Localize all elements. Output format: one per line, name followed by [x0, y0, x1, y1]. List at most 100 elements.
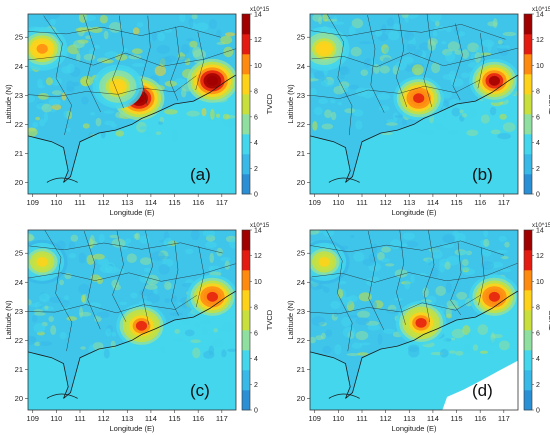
y-tick-label: 21: [297, 149, 305, 158]
texture-cell: [160, 345, 166, 354]
texture-cell: [445, 307, 452, 318]
texture-cell: [333, 85, 345, 95]
texture-cell: [186, 110, 200, 117]
texture-cell: [105, 328, 112, 337]
texture-cell: [375, 29, 383, 37]
texture-cell: [461, 49, 470, 59]
texture-cell: [342, 326, 356, 338]
texture-cell: [185, 248, 194, 255]
colorbar-segment: [242, 114, 250, 135]
x-tick-label: 117: [216, 198, 228, 207]
texture-cell: [371, 300, 377, 310]
x-tick-label: 110: [332, 414, 344, 423]
y-tick-label: 21: [15, 149, 23, 158]
texture-cell: [483, 230, 489, 238]
chart-panel-a: 109 110 111 112 113 114 115 116 117202122232425L…: [4, 7, 274, 217]
x-tick-label: 109: [308, 414, 321, 423]
y-tick-label: 20: [297, 178, 305, 187]
colorbar-tick-label: 4: [254, 356, 258, 363]
texture-cell: [480, 114, 490, 124]
texture-cell: [48, 316, 54, 322]
texture-cell: [315, 335, 324, 341]
texture-cell: [456, 250, 470, 255]
colorbar-segment: [524, 74, 532, 95]
colorbar-tick-label: 6: [254, 330, 258, 337]
colorbar-tick-label: 14: [254, 12, 262, 19]
texture-cell: [213, 328, 218, 333]
y-tick-label: 25: [15, 33, 23, 42]
texture-cell: [442, 233, 456, 244]
texture-cell: [68, 252, 77, 259]
hotspot-ring: [318, 257, 330, 267]
x-axis-label: Longitude (E): [391, 208, 437, 217]
x-tick-label: 109: [308, 198, 321, 207]
plot-area: [310, 230, 518, 410]
texture-cell: [174, 329, 180, 334]
texture-cell: [385, 263, 395, 267]
texture-cell: [171, 338, 184, 342]
y-tick-label: 24: [297, 278, 305, 287]
admin-boundary: [452, 23, 463, 101]
texture-cell: [99, 264, 113, 274]
colorbar-segment: [524, 34, 532, 55]
texture-cell: [386, 17, 394, 27]
texture-cell: [164, 109, 178, 115]
texture-cell: [445, 26, 452, 33]
texture-cell: [499, 113, 507, 120]
texture-cell: [70, 234, 79, 242]
texture-cell: [313, 106, 323, 116]
texture-cell: [79, 307, 84, 318]
texture-cell: [202, 230, 216, 238]
texture-cell: [125, 238, 132, 244]
texture-cell: [456, 291, 468, 300]
texture-cell: [39, 341, 52, 346]
texture-cell: [501, 256, 509, 260]
texture-cell: [164, 281, 172, 291]
texture-cell: [35, 116, 41, 121]
texture-cell: [318, 98, 329, 105]
y-tick-label: 23: [15, 307, 23, 316]
y-tick-label: 24: [297, 62, 305, 71]
texture-cell: [443, 110, 448, 119]
texture-cell: [333, 311, 339, 318]
admin-boundary: [43, 15, 72, 136]
texture-cell: [384, 47, 389, 54]
texture-cell: [401, 56, 414, 64]
texture-cell: [131, 48, 143, 55]
texture-cell: [404, 31, 415, 41]
texture-cell: [110, 340, 116, 349]
hotspot-ring: [36, 257, 48, 267]
colorbar-tick-label: 8: [254, 89, 258, 96]
texture-cell: [191, 230, 200, 241]
texture-cell: [195, 22, 209, 32]
texture-cell: [381, 246, 391, 253]
texture-cell: [108, 22, 122, 33]
colorbar-exponent: x10^15: [250, 223, 270, 229]
hotspot-ring: [415, 318, 427, 328]
texture-cell: [43, 111, 49, 123]
texture-cell: [85, 35, 92, 40]
colorbar-segment: [242, 134, 250, 155]
hotspot-1: [469, 58, 518, 103]
texture-cell: [323, 287, 330, 293]
admin-boundary: [423, 230, 435, 323]
hotspot-2: [310, 239, 350, 284]
texture-cell: [34, 341, 41, 347]
texture-cell: [342, 296, 353, 306]
texture-cell: [348, 314, 360, 319]
texture-cell: [415, 273, 429, 277]
texture-cell: [413, 49, 423, 57]
texture-cell: [181, 317, 191, 326]
x-tick-label: 113: [403, 198, 415, 207]
texture-cell: [139, 274, 152, 284]
texture-cell: [310, 78, 319, 82]
texture-cell: [376, 93, 391, 100]
texture-cell: [156, 255, 171, 260]
texture-cell: [220, 35, 233, 45]
colorbar-tick-label: 0: [254, 408, 258, 415]
texture-cell: [33, 323, 46, 333]
texture-cell: [460, 266, 471, 271]
colorbar-label: TVCD: [265, 93, 274, 114]
texture-cell: [227, 348, 236, 352]
texture-cell: [344, 108, 356, 114]
